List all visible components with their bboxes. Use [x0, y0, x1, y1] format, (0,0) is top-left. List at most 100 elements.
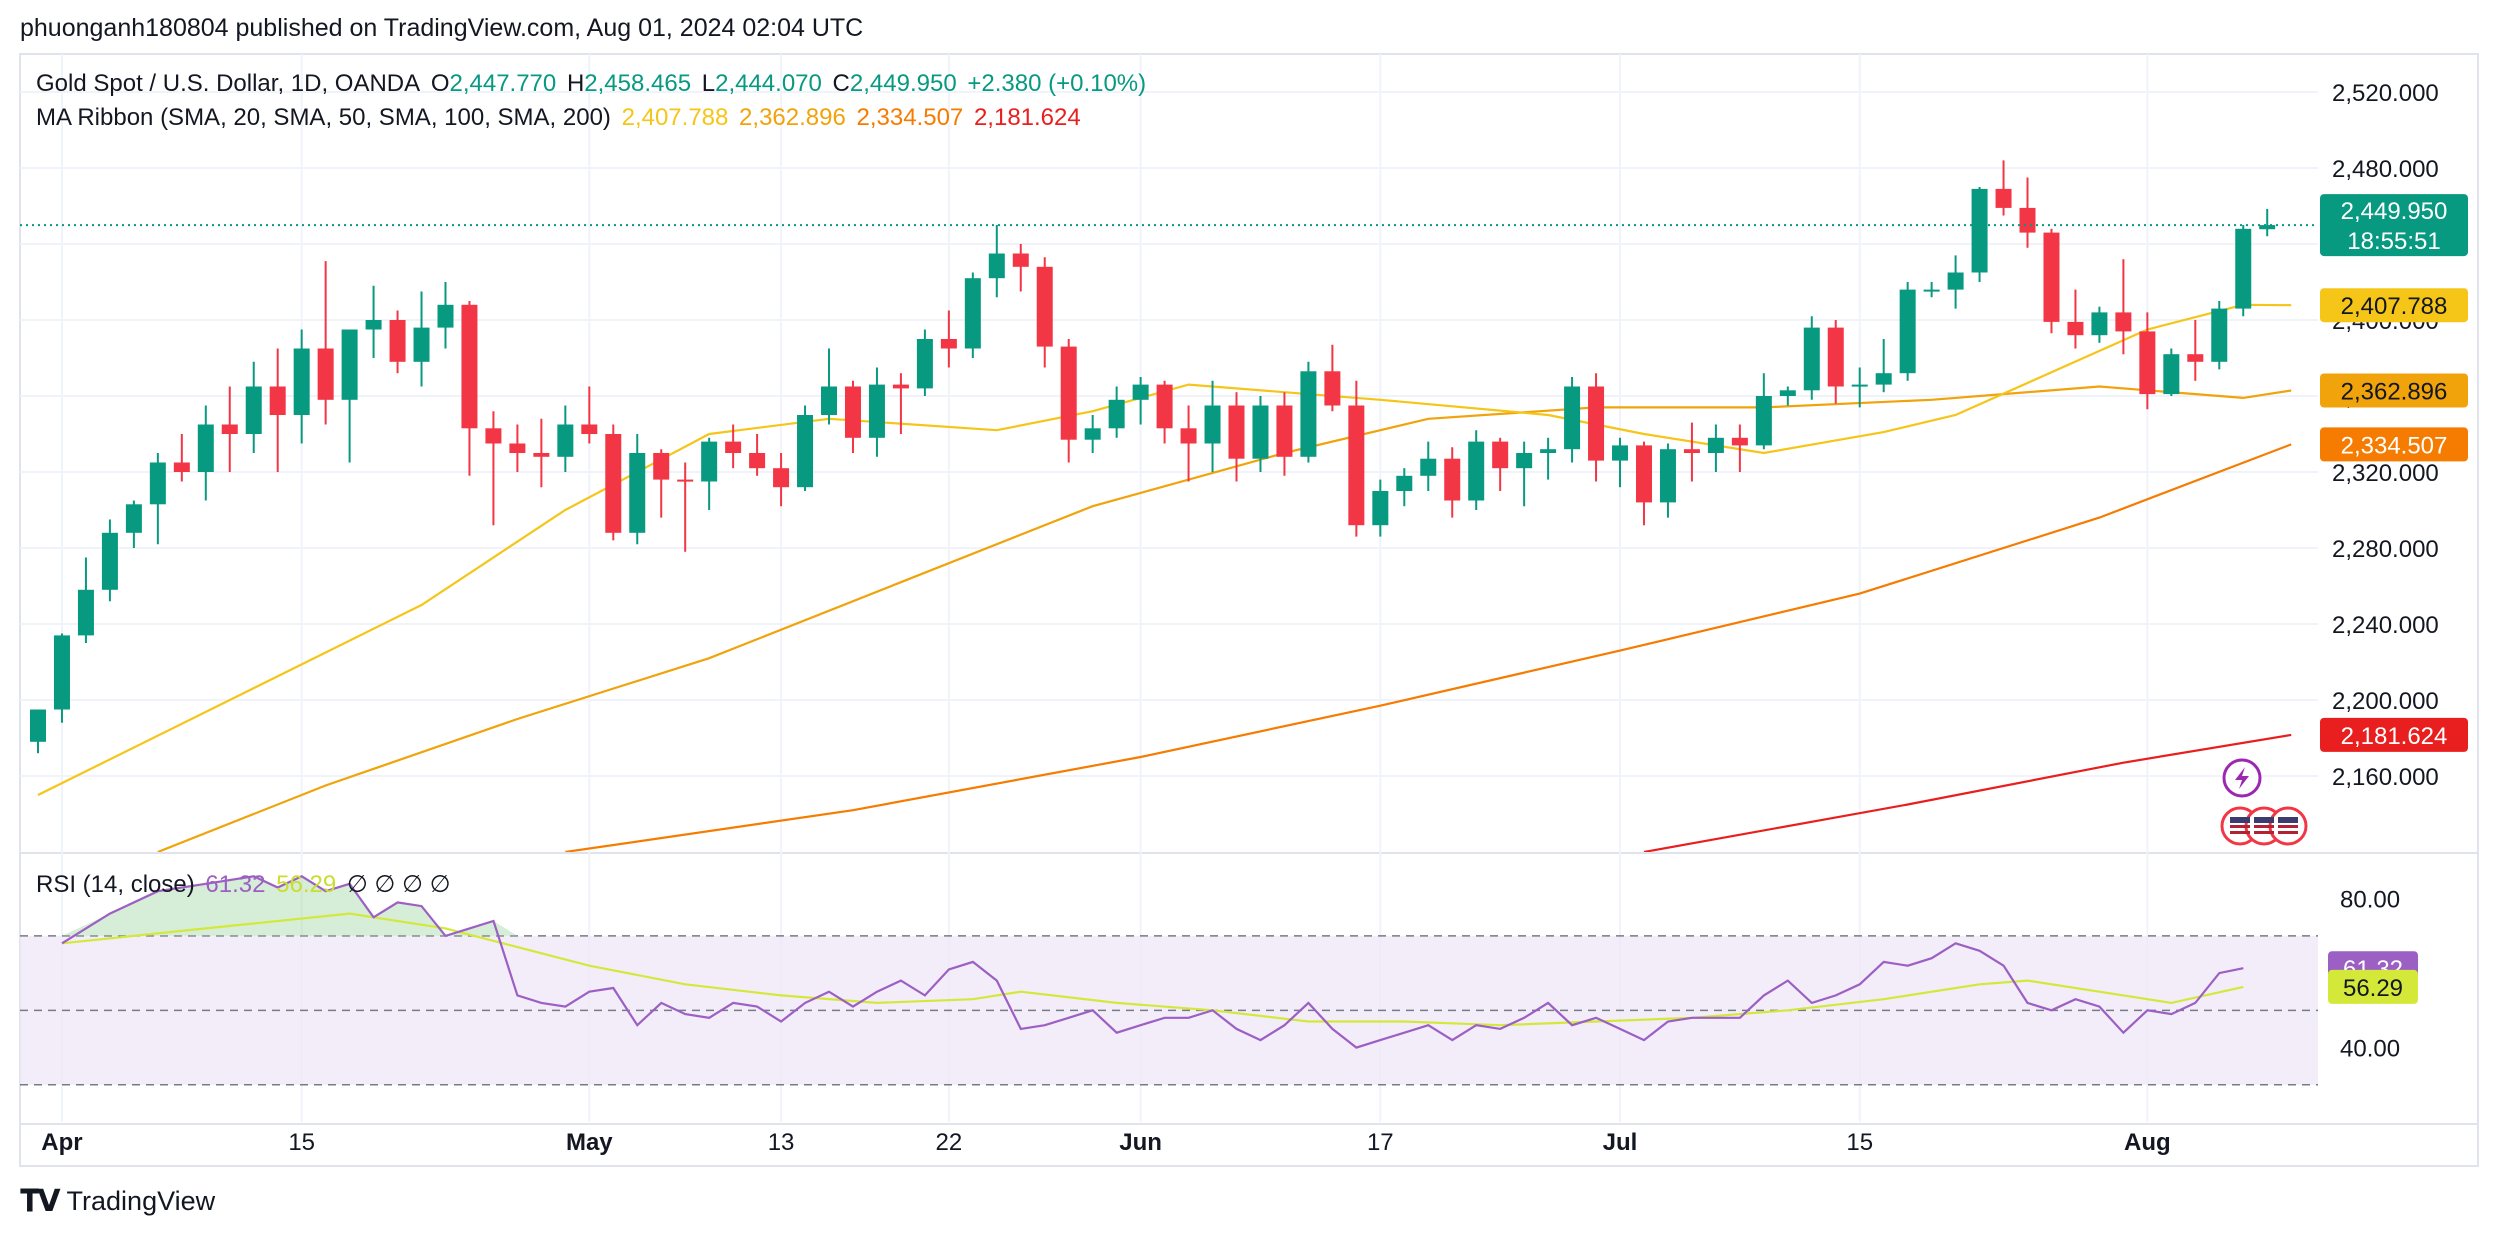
- candle-body: [197, 424, 214, 472]
- candle: [1108, 386, 1125, 438]
- candle: [269, 348, 286, 472]
- candle-body: [892, 384, 909, 389]
- candle-body: [269, 386, 286, 415]
- candle: [1612, 437, 1629, 488]
- candle: [1348, 380, 1365, 537]
- candle: [797, 405, 814, 491]
- candle: [1372, 479, 1389, 537]
- candle-body: [2235, 228, 2252, 309]
- candle-body: [1899, 289, 1916, 374]
- candle: [341, 329, 358, 463]
- rsi-legend: RSI (14, close) 61.32 56.29 ∅ ∅ ∅ ∅: [36, 870, 455, 899]
- candle-body: [653, 453, 670, 480]
- rsi-tick-label: 40.00: [2340, 1036, 2400, 1063]
- sma20-price-label: 2,407.788: [2341, 293, 2448, 320]
- lightning-icon[interactable]: [2222, 758, 2262, 798]
- time-tick-label: Jul: [1603, 1129, 1638, 1156]
- chart-frame: [19, 53, 2479, 1167]
- candle: [173, 434, 190, 482]
- candle: [317, 261, 334, 425]
- rsi-value: 61.32: [205, 871, 266, 898]
- candle-body: [1084, 428, 1101, 440]
- candle: [1803, 316, 1820, 400]
- us-flag-icons[interactable]: [2220, 806, 2308, 846]
- candle: [1180, 405, 1197, 482]
- price-labels: 2,449.950 18:55:51 2,407.788 2,362.896 2,334…: [2320, 194, 2468, 1004]
- price-pane[interactable]: [20, 160, 2318, 852]
- candle-body: [629, 453, 646, 533]
- candle: [2067, 289, 2084, 349]
- time-tick-label: Apr: [41, 1129, 82, 1156]
- candle: [125, 500, 142, 548]
- sma100-value: 2,334.507: [856, 104, 964, 131]
- candle-body: [581, 424, 598, 434]
- candle: [77, 557, 94, 643]
- candle: [221, 386, 238, 472]
- candle-body: [2187, 354, 2204, 362]
- candle: [940, 310, 957, 368]
- high-value: 2,458.465: [584, 70, 692, 97]
- rsi-line: [61, 875, 2244, 1049]
- candle-body: [533, 453, 550, 457]
- candle: [1036, 257, 1053, 368]
- candle: [1947, 255, 1964, 309]
- ma-ribbon-legend: MA Ribbon (SMA, 20, SMA, 50, SMA, 100, S…: [36, 104, 1085, 132]
- candle-body: [1540, 449, 1557, 453]
- candle: [2043, 228, 2060, 334]
- sma100-price-label: 2,334.507: [2341, 432, 2448, 459]
- candle: [2163, 348, 2180, 396]
- sma100-price-label-bg: [2320, 427, 2468, 462]
- symbol-legend: Gold Spot / U.S. Dollar, 1D, OANDA O2,44…: [36, 70, 1150, 98]
- candle-body: [1156, 384, 1173, 429]
- candle-body: [1588, 386, 1605, 461]
- candle: [2139, 312, 2156, 410]
- candle: [1540, 437, 1557, 480]
- candle-body: [2019, 207, 2036, 233]
- candle-body: [1995, 188, 2012, 208]
- candle-body: [1012, 253, 1029, 267]
- sma20-price-label-bg: [2320, 288, 2468, 323]
- candle-body: [1923, 289, 1940, 292]
- candle: [1228, 392, 1245, 482]
- candle-body: [245, 386, 262, 434]
- candle-body: [1947, 272, 1964, 290]
- sma100-line: [565, 443, 2292, 852]
- time-tick-label: 17: [1367, 1129, 1394, 1156]
- candle: [149, 453, 166, 545]
- candle: [1659, 443, 1676, 518]
- candle: [1132, 377, 1149, 425]
- candle: [461, 301, 478, 476]
- time-tick-label: 15: [1846, 1129, 1873, 1156]
- low-value: 2,444.070: [715, 70, 822, 97]
- grid: [20, 54, 2478, 1125]
- candle: [1156, 380, 1173, 444]
- candle-body: [868, 384, 885, 438]
- candle: [101, 519, 118, 602]
- candle-body: [173, 462, 190, 472]
- axes: 2,160.000 2,200.000 2,240.000 2,280.000 2,32…: [41, 80, 2438, 1156]
- candle-body: [1971, 188, 1988, 273]
- candle-body: [1564, 386, 1581, 450]
- candle-body: [1204, 405, 1221, 444]
- candle-body: [821, 386, 838, 415]
- tradingview-logo[interactable]: 𝐓V TradingView: [20, 1184, 215, 1219]
- candle: [53, 633, 70, 723]
- price-tick-label: 2,160.000: [2332, 764, 2439, 791]
- rsi-ma-value-label: 56.29: [2343, 975, 2403, 1002]
- candle: [725, 424, 742, 469]
- candle: [1324, 344, 1341, 412]
- candle-body: [77, 589, 94, 636]
- candle: [1276, 392, 1293, 476]
- candle-body: [1707, 437, 1724, 453]
- candle: [2187, 320, 2204, 381]
- current-price-label: 2,449.950: [2341, 198, 2448, 225]
- sma200-price-label-bg: [2320, 717, 2468, 752]
- candle: [2115, 259, 2132, 355]
- price-tick-label: 2,320.000: [2332, 460, 2439, 487]
- rsi-pane[interactable]: [20, 875, 2318, 1086]
- candle: [1707, 424, 1724, 472]
- candle-body: [101, 532, 118, 590]
- candle-body: [1252, 405, 1269, 459]
- candle: [844, 380, 861, 453]
